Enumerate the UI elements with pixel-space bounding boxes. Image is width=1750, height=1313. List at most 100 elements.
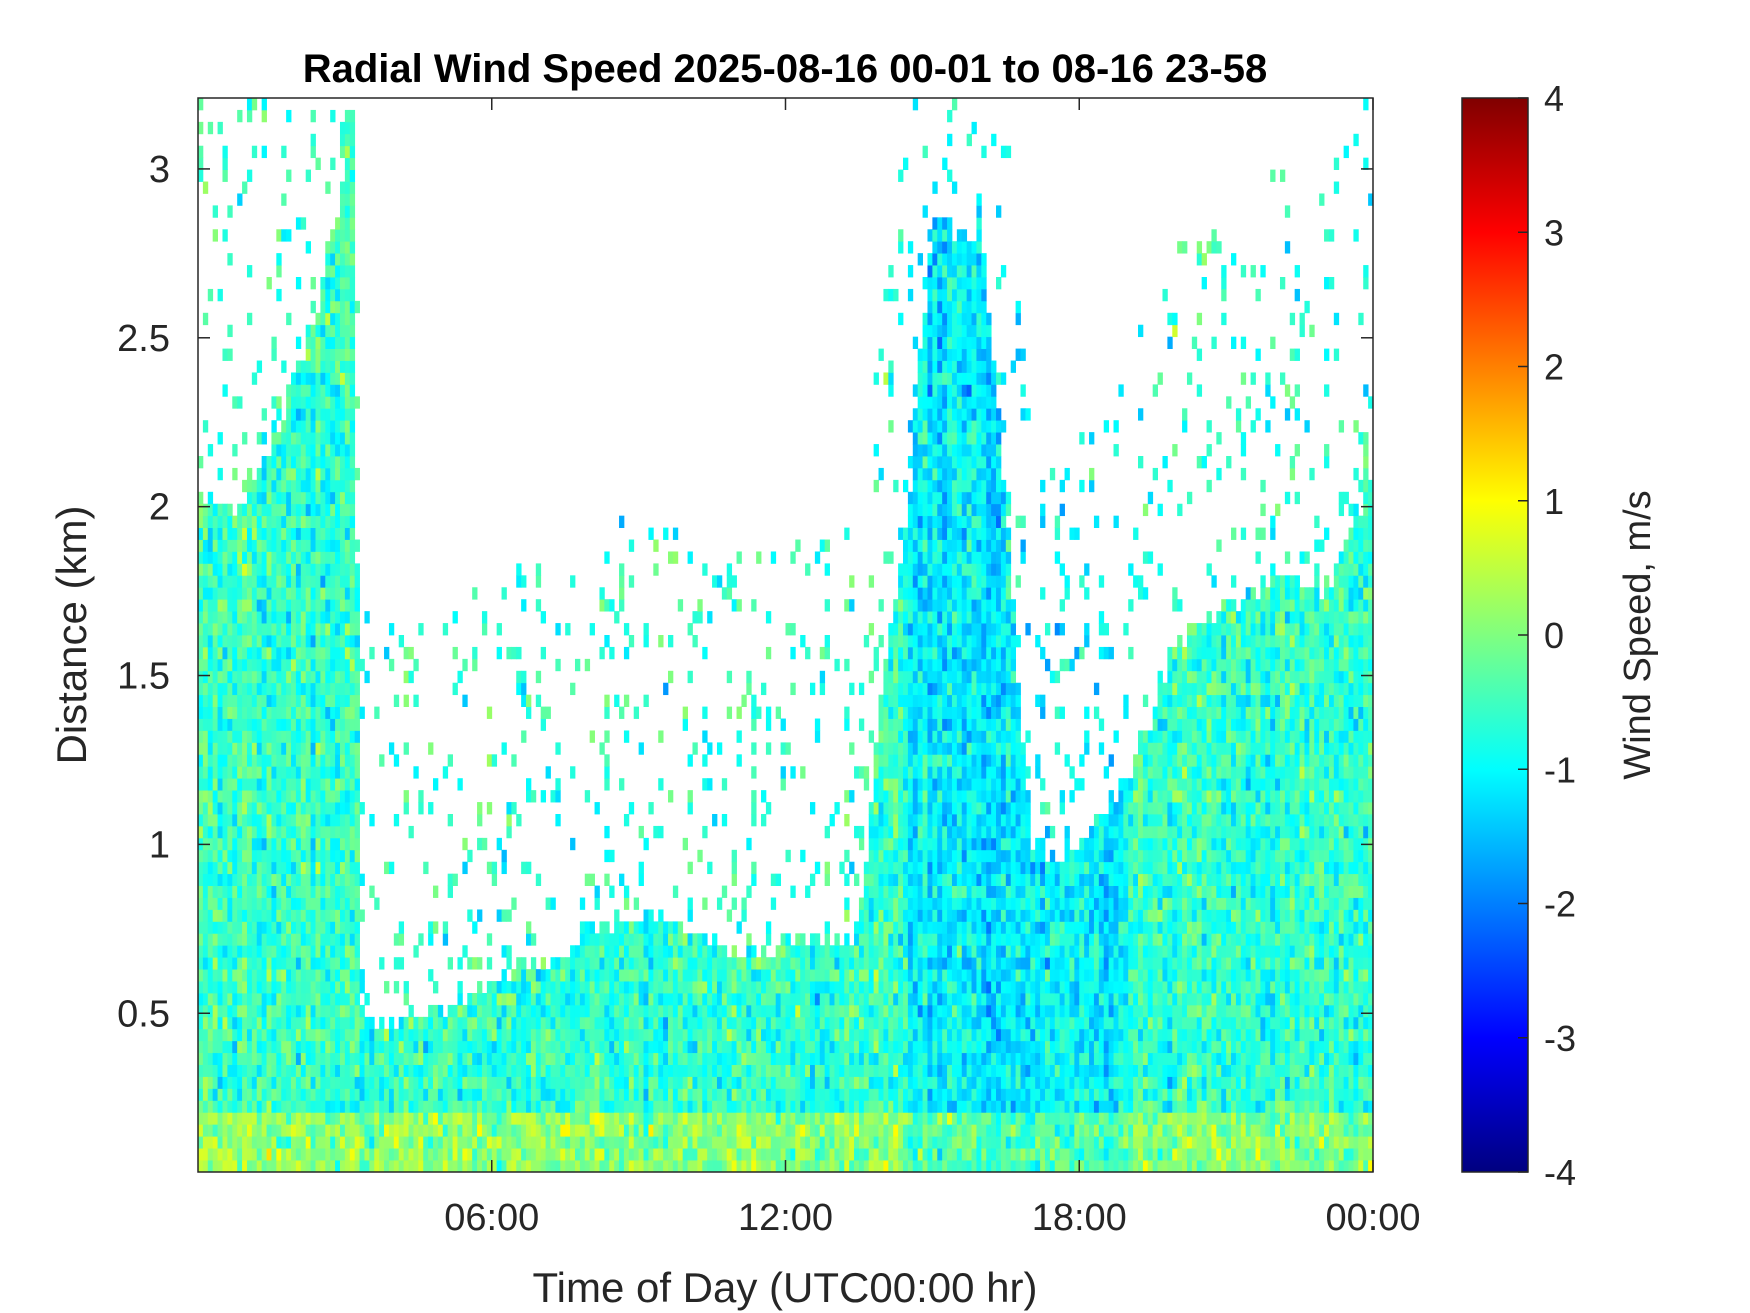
heatmap-cell [354, 467, 360, 481]
heatmap-cell [633, 945, 640, 958]
heatmap-cell [413, 1076, 419, 1089]
heatmap-cell [315, 670, 321, 684]
heatmap-cell [560, 993, 566, 1006]
heatmap-cell [315, 897, 321, 910]
heatmap-cell [305, 993, 312, 1006]
heatmap-cell [638, 969, 644, 982]
heatmap-cell [271, 694, 277, 707]
heatmap-cell [202, 623, 209, 636]
heatmap-cell [741, 993, 747, 1006]
heatmap-cell [530, 1028, 537, 1042]
heatmap-cell [560, 957, 566, 970]
heatmap-cell [731, 969, 737, 982]
heatmap-cell [330, 611, 336, 624]
heatmap-cell [814, 1028, 821, 1042]
heatmap-cell [814, 957, 821, 970]
heatmap-cell [785, 623, 791, 636]
heatmap-cell [359, 1016, 365, 1030]
heatmap-cell [300, 682, 307, 696]
heatmap-cell [614, 1004, 620, 1018]
heatmap-cell [452, 611, 458, 624]
heatmap-cell [349, 277, 356, 290]
heatmap-cell [305, 420, 312, 433]
heatmap-cell [560, 1136, 566, 1149]
heatmap-cell [692, 742, 698, 755]
heatmap-cell [246, 1160, 253, 1172]
heatmap-cell [408, 825, 414, 839]
heatmap-cell [707, 1004, 713, 1018]
heatmap-cell [286, 1040, 292, 1054]
heatmap-cell [207, 611, 214, 624]
heatmap-cell [653, 1088, 659, 1101]
heatmap-cell [526, 790, 532, 803]
heatmap-cell [668, 993, 674, 1006]
heatmap-cell [741, 897, 747, 910]
heatmap-cell [761, 1160, 767, 1172]
heatmap-cell [545, 1064, 551, 1077]
heatmap-cell [692, 1124, 698, 1137]
heatmap-cell [839, 861, 845, 875]
heatmap-cell [829, 1004, 835, 1018]
heatmap-cell [609, 1064, 615, 1077]
heatmap-cell [227, 623, 233, 636]
heatmap-cell [349, 217, 356, 230]
heatmap-cell [736, 1052, 742, 1065]
heatmap-cell [403, 1052, 409, 1065]
heatmap-cell [579, 1076, 586, 1089]
heatmap-cell [604, 957, 610, 970]
heatmap-cell [619, 1016, 625, 1030]
heatmap-cell [281, 814, 287, 827]
heatmap-cell [721, 814, 728, 827]
heatmap-cell [330, 993, 336, 1006]
heatmap-cell [702, 981, 708, 994]
heatmap-cell [721, 1004, 728, 1018]
heatmap-cell [751, 969, 757, 982]
heatmap-cell [261, 969, 267, 982]
heatmap-cell [295, 670, 302, 684]
heatmap-cell [286, 694, 292, 707]
heatmap-cell [692, 1112, 698, 1125]
heatmap-cell [266, 694, 272, 707]
heatmap-cell [765, 1016, 772, 1030]
heatmap-cell [349, 730, 356, 743]
heatmap-cell [310, 408, 316, 421]
heatmap-cell [349, 1112, 356, 1125]
heatmap-cell [472, 921, 478, 934]
heatmap-cell [496, 1112, 502, 1125]
heatmap-cell [227, 682, 233, 696]
heatmap-cell [217, 957, 223, 970]
heatmap-cell [305, 1136, 312, 1149]
heatmap-cell [878, 1100, 884, 1113]
heatmap-cell [281, 802, 287, 815]
heatmap-cell [878, 599, 884, 612]
heatmap-cell [300, 957, 307, 970]
heatmap-cell [207, 623, 214, 636]
heatmap-cell [261, 432, 267, 445]
heatmap-cell [271, 1112, 277, 1125]
heatmap-cell [266, 277, 272, 290]
heatmap-cell [330, 1028, 336, 1042]
heatmap-cell [212, 790, 218, 803]
heatmap-cell [320, 575, 326, 588]
heatmap-cell [300, 1016, 307, 1030]
heatmap-cell [790, 623, 796, 636]
heatmap-cell [310, 897, 316, 910]
heatmap-cell [677, 993, 684, 1006]
heatmap-cell [501, 1148, 507, 1161]
heatmap-cell [765, 742, 772, 755]
heatmap-cell [202, 706, 209, 719]
heatmap-cell [300, 575, 307, 588]
heatmap-cell [335, 635, 341, 648]
heatmap-cell [291, 921, 297, 934]
heatmap-cell [315, 563, 321, 576]
heatmap-cell [335, 814, 341, 827]
heatmap-cell [339, 969, 346, 982]
heatmap-cell [418, 802, 424, 815]
heatmap-cell [447, 885, 453, 898]
heatmap-cell [212, 539, 218, 552]
heatmap-cell [310, 491, 316, 505]
heatmap-cell [907, 635, 914, 648]
heatmap-cell [413, 945, 419, 958]
heatmap-cell [295, 1040, 302, 1054]
heatmap-cell [276, 229, 282, 242]
